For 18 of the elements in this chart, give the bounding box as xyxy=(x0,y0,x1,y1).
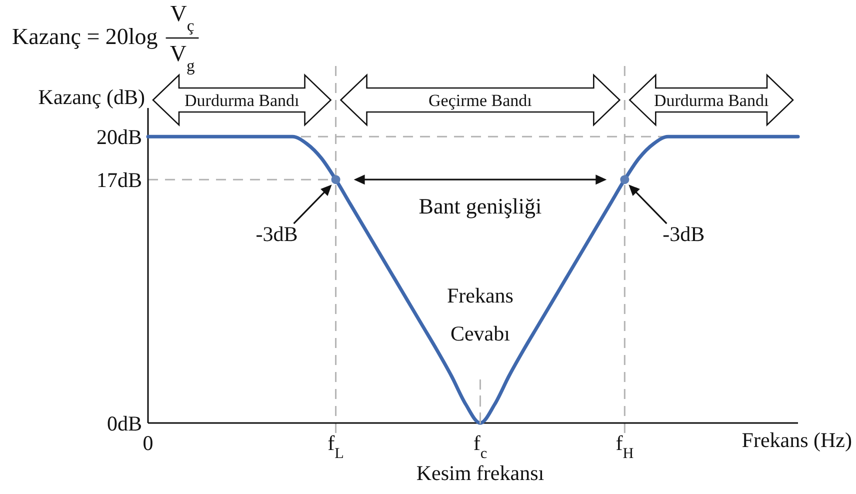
chart-title: Kazanç = 20log V$_{ç}$ V$_{g}$ xyxy=(12,1,195,74)
text: Kesim frekansı xyxy=(416,461,544,485)
x-tick-label: f$_{L}$ xyxy=(328,431,344,462)
annotation: Bant genişliği xyxy=(418,194,542,219)
annotation: -3dB xyxy=(256,222,298,246)
x-tick-label: f$_{H}$ xyxy=(616,431,634,462)
y-axis-title: Kazanç (dB) xyxy=(38,85,145,109)
x-tick-label: f$_{c}$ xyxy=(473,431,488,462)
annotation: Durdurma Bandı xyxy=(654,90,769,110)
y-tick-label: 20dB xyxy=(96,124,142,149)
x-axis-title: Frekans (Hz) xyxy=(742,428,852,452)
series-label: Frekans Cevabı xyxy=(446,284,514,346)
y-tick-label: 0dB xyxy=(106,411,142,436)
annotation: Durdurma Bandı xyxy=(184,90,300,110)
y-tick-label: 17dB xyxy=(96,168,142,192)
x-tick-label: 0 xyxy=(142,431,154,455)
annotation: Geçirme Bandı xyxy=(428,90,532,110)
annotation: -3dB xyxy=(662,222,705,246)
